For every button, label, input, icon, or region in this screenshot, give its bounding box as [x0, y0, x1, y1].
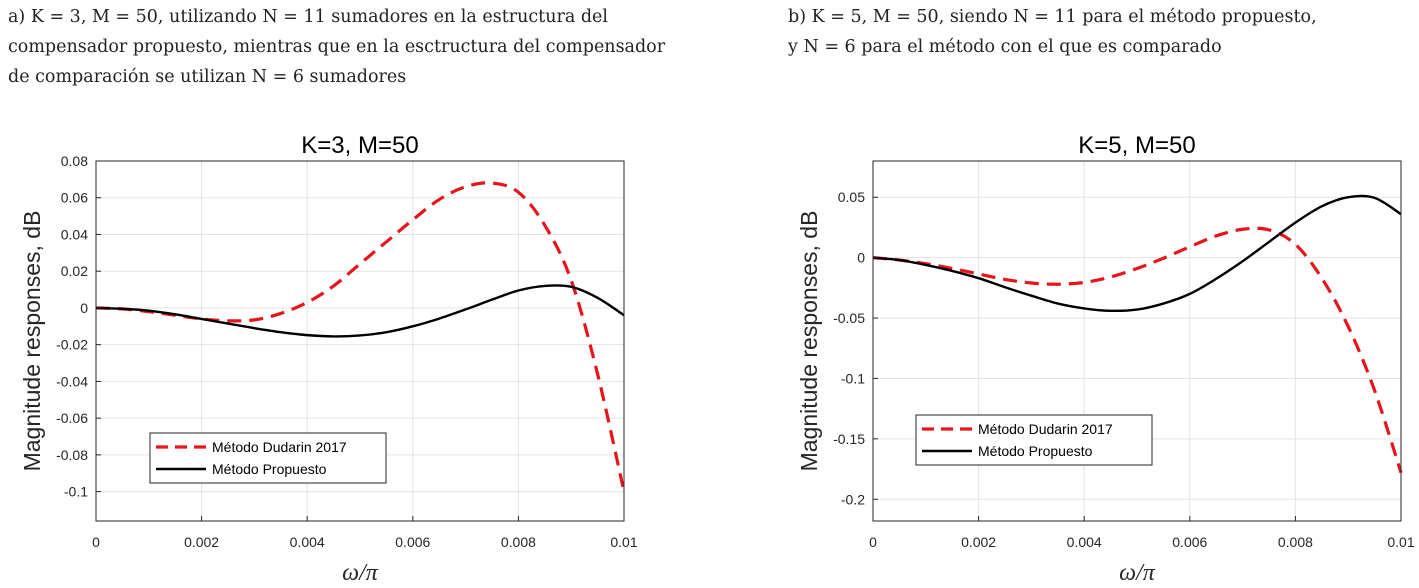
- x-tick-label: 0.008: [1278, 534, 1313, 550]
- caption-a-line-1: a) K = 3, M = 50, utilizando N = 11 suma…: [8, 7, 608, 27]
- caption-b: b) K = 5, M = 50, siendo N = 11 para el …: [788, 2, 1317, 62]
- x-tick-label: 0.01: [610, 534, 637, 550]
- y-tick-label: 0.06: [61, 190, 88, 206]
- series-line-dudarin: [872, 226, 1403, 474]
- y-tick-label: -0.15: [833, 431, 865, 447]
- legend-label-dudarin: Método Dudarin 2017: [978, 421, 1113, 437]
- plot-frame: [95, 160, 625, 522]
- legend: Método Dudarin 2017 Método Propuesto: [149, 432, 387, 484]
- x-tick-label: 0.006: [1172, 534, 1207, 550]
- x-tick-label: 0: [92, 534, 100, 550]
- caption-b-line-2: y N = 6 para el método con el que es com…: [788, 37, 1222, 57]
- chart-title: K=5, M=50: [1078, 132, 1195, 159]
- y-tick-label: 0: [857, 250, 865, 266]
- y-tick-label: -0.2: [841, 491, 865, 507]
- x-tick-label: 0: [869, 534, 877, 550]
- y-tick-label: -0.04: [56, 373, 88, 389]
- caption-a-line-3: de comparación se utilizan N = 6 sumador…: [8, 67, 407, 87]
- y-tick-label: 0.05: [838, 189, 865, 205]
- caption-a: a) K = 3, M = 50, utilizando N = 11 suma…: [8, 2, 665, 92]
- caption-b-line-1: b) K = 5, M = 50, siendo N = 11 para el …: [788, 7, 1317, 27]
- legend-label-propuesto: Método Propuesto: [212, 461, 327, 477]
- y-tick-label: -0.02: [56, 337, 88, 353]
- plot-frame: [872, 160, 1402, 522]
- y-axis-label: Magnitude responses, dB: [796, 211, 822, 472]
- x-tick-label: 0.002: [961, 534, 996, 550]
- x-axis-label: ω/π: [342, 560, 379, 586]
- x-axis-label: ω/π: [1119, 560, 1156, 586]
- y-tick-label: -0.1: [64, 484, 88, 500]
- chart-1: 0 0.002 0.004 0.006 0.008 0.01 0.08 0.06 0.04 0.0…: [19, 132, 638, 586]
- y-tick-label: 0.08: [61, 153, 88, 169]
- legend-label-propuesto: Método Propuesto: [978, 443, 1093, 459]
- x-tick-label: 0.004: [290, 534, 325, 550]
- series-line-propuesto: [872, 194, 1402, 313]
- y-tick-label: -0.08: [56, 447, 88, 463]
- legend-label-dudarin: Método Dudarin 2017: [212, 439, 347, 455]
- x-tick-label: 0.004: [1067, 534, 1102, 550]
- y-tick-label: -0.1: [841, 370, 865, 386]
- legend-box: [915, 414, 1153, 466]
- chart-2: 0 0.002 0.004 0.006 0.008 0.01 0.05 0 -0.05 -0.1 -…: [796, 132, 1415, 586]
- y-tick-label: 0.02: [61, 263, 88, 279]
- x-tick-label: 0.002: [184, 534, 219, 550]
- series-line-propuesto: [95, 284, 625, 338]
- y-tick-label: -0.05: [833, 310, 865, 326]
- y-tick-label: 0: [80, 300, 88, 316]
- x-tick-label: 0.01: [1387, 534, 1414, 550]
- caption-a-line-2: compensador propuesto, mientras que en l…: [8, 37, 666, 57]
- chart-title: K=3, M=50: [301, 132, 418, 159]
- x-tick-label: 0.006: [395, 534, 430, 550]
- y-axis-label: Magnitude responses, dB: [19, 211, 45, 472]
- y-tick-label: -0.06: [56, 410, 88, 426]
- legend: Método Dudarin 2017 Método Propuesto: [915, 414, 1153, 466]
- legend-box: [149, 432, 387, 484]
- y-tick-label: 0.04: [61, 226, 88, 242]
- x-tick-label: 0.008: [501, 534, 536, 550]
